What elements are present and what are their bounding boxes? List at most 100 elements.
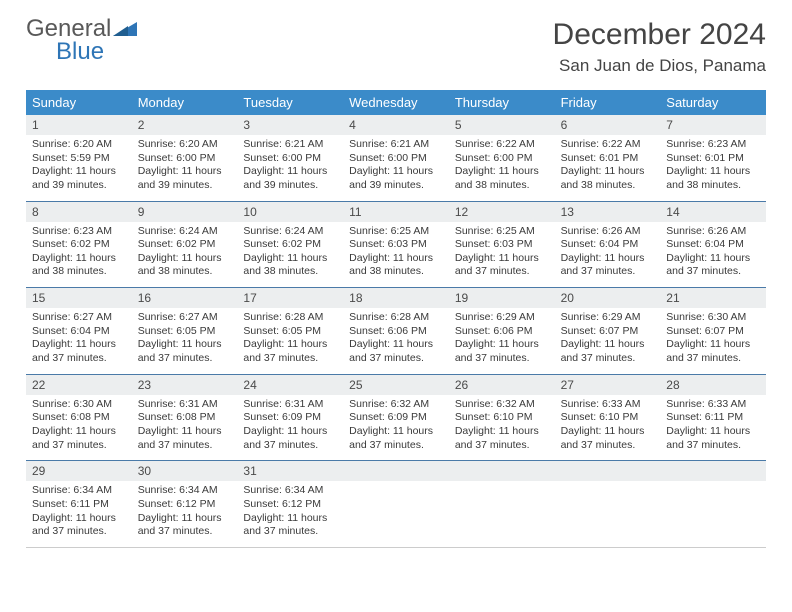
daylight-text-1: Daylight: 11 hours — [349, 165, 443, 179]
daylight-text-2: and 37 minutes. — [243, 439, 337, 453]
daylight-text-2: and 38 minutes. — [138, 265, 232, 279]
logo-triangle-icon — [113, 18, 137, 39]
sunrise-text: Sunrise: 6:20 AM — [32, 138, 126, 152]
daylight-text-1: Daylight: 11 hours — [455, 425, 549, 439]
day-number: 23 — [132, 375, 238, 395]
day-number: 15 — [26, 288, 132, 308]
week-row: 22Sunrise: 6:30 AMSunset: 6:08 PMDayligh… — [26, 375, 766, 462]
sunrise-text: Sunrise: 6:29 AM — [561, 311, 655, 325]
daylight-text-2: and 38 minutes. — [455, 179, 549, 193]
day-body: Sunrise: 6:33 AMSunset: 6:11 PMDaylight:… — [660, 395, 766, 461]
daylight-text-1: Daylight: 11 hours — [561, 338, 655, 352]
daylight-text-1: Daylight: 11 hours — [666, 425, 760, 439]
sunrise-text: Sunrise: 6:21 AM — [243, 138, 337, 152]
weeks-container: 1Sunrise: 6:20 AMSunset: 5:59 PMDaylight… — [26, 115, 766, 548]
day-cell: 29Sunrise: 6:34 AMSunset: 6:11 PMDayligh… — [26, 461, 132, 547]
sunset-text: Sunset: 6:00 PM — [243, 152, 337, 166]
day-body: Sunrise: 6:29 AMSunset: 6:07 PMDaylight:… — [555, 308, 661, 374]
day-cell: 17Sunrise: 6:28 AMSunset: 6:05 PMDayligh… — [237, 288, 343, 374]
day-number: 12 — [449, 202, 555, 222]
sunset-text: Sunset: 6:07 PM — [561, 325, 655, 339]
daylight-text-2: and 37 minutes. — [243, 352, 337, 366]
daylight-text-1: Daylight: 11 hours — [561, 252, 655, 266]
sunrise-text: Sunrise: 6:32 AM — [455, 398, 549, 412]
daylight-text-2: and 37 minutes. — [138, 439, 232, 453]
sunset-text: Sunset: 6:02 PM — [243, 238, 337, 252]
day-number: 5 — [449, 115, 555, 135]
daylight-text-1: Daylight: 11 hours — [243, 252, 337, 266]
day-number: 20 — [555, 288, 661, 308]
daylight-text-2: and 37 minutes. — [455, 352, 549, 366]
day-cell: 31Sunrise: 6:34 AMSunset: 6:12 PMDayligh… — [237, 461, 343, 547]
day-body: Sunrise: 6:31 AMSunset: 6:08 PMDaylight:… — [132, 395, 238, 461]
day-cell: 23Sunrise: 6:31 AMSunset: 6:08 PMDayligh… — [132, 375, 238, 461]
daylight-text-2: and 37 minutes. — [561, 352, 655, 366]
daylight-text-2: and 37 minutes. — [666, 352, 760, 366]
day-body: Sunrise: 6:34 AMSunset: 6:12 PMDaylight:… — [132, 481, 238, 547]
sunrise-text: Sunrise: 6:27 AM — [32, 311, 126, 325]
sunset-text: Sunset: 6:00 PM — [455, 152, 549, 166]
day-body: Sunrise: 6:30 AMSunset: 6:07 PMDaylight:… — [660, 308, 766, 374]
daylight-text-1: Daylight: 11 hours — [32, 512, 126, 526]
sunrise-text: Sunrise: 6:30 AM — [666, 311, 760, 325]
day-body: Sunrise: 6:22 AMSunset: 6:01 PMDaylight:… — [555, 135, 661, 201]
day-number: 26 — [449, 375, 555, 395]
day-number: 17 — [237, 288, 343, 308]
daylight-text-1: Daylight: 11 hours — [561, 165, 655, 179]
daylight-text-1: Daylight: 11 hours — [32, 425, 126, 439]
sunset-text: Sunset: 6:04 PM — [666, 238, 760, 252]
day-cell: 26Sunrise: 6:32 AMSunset: 6:10 PMDayligh… — [449, 375, 555, 461]
day-cell: 14Sunrise: 6:26 AMSunset: 6:04 PMDayligh… — [660, 202, 766, 288]
day-cell: 18Sunrise: 6:28 AMSunset: 6:06 PMDayligh… — [343, 288, 449, 374]
daylight-text-1: Daylight: 11 hours — [666, 165, 760, 179]
day-number: 11 — [343, 202, 449, 222]
daylight-text-1: Daylight: 11 hours — [349, 425, 443, 439]
day-cell: 6Sunrise: 6:22 AMSunset: 6:01 PMDaylight… — [555, 115, 661, 201]
daylight-text-2: and 37 minutes. — [32, 525, 126, 539]
day-cell: 11Sunrise: 6:25 AMSunset: 6:03 PMDayligh… — [343, 202, 449, 288]
day-cell: 15Sunrise: 6:27 AMSunset: 6:04 PMDayligh… — [26, 288, 132, 374]
day-cell: 8Sunrise: 6:23 AMSunset: 6:02 PMDaylight… — [26, 202, 132, 288]
daylight-text-2: and 39 minutes. — [138, 179, 232, 193]
day-cell: 13Sunrise: 6:26 AMSunset: 6:04 PMDayligh… — [555, 202, 661, 288]
empty-body — [343, 481, 449, 539]
day-body: Sunrise: 6:22 AMSunset: 6:00 PMDaylight:… — [449, 135, 555, 201]
sunrise-text: Sunrise: 6:25 AM — [455, 225, 549, 239]
sunset-text: Sunset: 6:09 PM — [243, 411, 337, 425]
sunset-text: Sunset: 6:01 PM — [561, 152, 655, 166]
daylight-text-2: and 39 minutes. — [243, 179, 337, 193]
day-body: Sunrise: 6:34 AMSunset: 6:12 PMDaylight:… — [237, 481, 343, 547]
weekday-friday: Friday — [555, 90, 661, 115]
daylight-text-2: and 37 minutes. — [349, 352, 443, 366]
daylight-text-2: and 38 minutes. — [666, 179, 760, 193]
sunrise-text: Sunrise: 6:22 AM — [561, 138, 655, 152]
day-body: Sunrise: 6:29 AMSunset: 6:06 PMDaylight:… — [449, 308, 555, 374]
day-cell: 3Sunrise: 6:21 AMSunset: 6:00 PMDaylight… — [237, 115, 343, 201]
calendar-page: General Blue December 2024 San Juan de D… — [0, 0, 792, 566]
day-cell: 22Sunrise: 6:30 AMSunset: 6:08 PMDayligh… — [26, 375, 132, 461]
day-cell: 27Sunrise: 6:33 AMSunset: 6:10 PMDayligh… — [555, 375, 661, 461]
day-body: Sunrise: 6:28 AMSunset: 6:05 PMDaylight:… — [237, 308, 343, 374]
daylight-text-1: Daylight: 11 hours — [243, 338, 337, 352]
sunset-text: Sunset: 6:11 PM — [666, 411, 760, 425]
sunset-text: Sunset: 6:04 PM — [32, 325, 126, 339]
logo-text-blue: Blue — [26, 41, 137, 64]
day-body: Sunrise: 6:21 AMSunset: 6:00 PMDaylight:… — [343, 135, 449, 201]
day-number: 29 — [26, 461, 132, 481]
sunset-text: Sunset: 6:08 PM — [32, 411, 126, 425]
day-body: Sunrise: 6:26 AMSunset: 6:04 PMDaylight:… — [555, 222, 661, 288]
day-cell — [555, 461, 661, 547]
day-number: 25 — [343, 375, 449, 395]
day-body: Sunrise: 6:21 AMSunset: 6:00 PMDaylight:… — [237, 135, 343, 201]
day-number: 2 — [132, 115, 238, 135]
weekday-sunday: Sunday — [26, 90, 132, 115]
daylight-text-2: and 37 minutes. — [32, 352, 126, 366]
day-cell: 2Sunrise: 6:20 AMSunset: 6:00 PMDaylight… — [132, 115, 238, 201]
sunset-text: Sunset: 6:10 PM — [561, 411, 655, 425]
day-number: 10 — [237, 202, 343, 222]
title-block: December 2024 San Juan de Dios, Panama — [553, 18, 766, 76]
sunrise-text: Sunrise: 6:29 AM — [455, 311, 549, 325]
daylight-text-1: Daylight: 11 hours — [455, 165, 549, 179]
day-number: 8 — [26, 202, 132, 222]
sunset-text: Sunset: 6:05 PM — [138, 325, 232, 339]
